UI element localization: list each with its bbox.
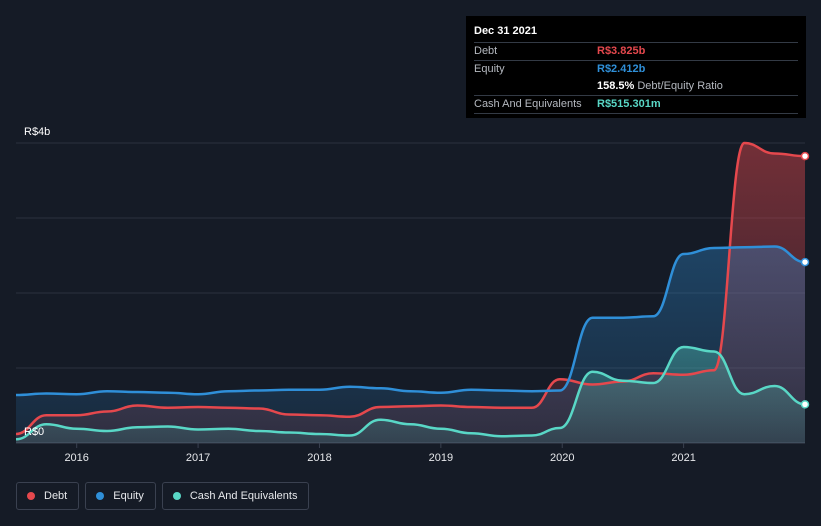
legend-debt-label: Debt [44,490,68,502]
legend-item-equity[interactable]: Equity [85,482,156,510]
legend-equity-label: Equity [113,490,144,502]
tooltip-row-equity: Equity R$2.412b [474,60,798,78]
tooltip-ratio-label: Debt/Equity Ratio [637,80,723,92]
legend-item-cash[interactable]: Cash And Equivalents [161,482,310,510]
cash-area [16,347,805,443]
cash-dot-icon [172,492,181,500]
tooltip-ratio-value: 158.5% [597,80,635,92]
tooltip-row-cash: Cash And Equivalents R$515.301m [474,95,798,114]
x-tick-label: 2017 [186,452,210,464]
series-lines [15,141,806,441]
tooltip-equity-value: R$2.412b [597,63,646,75]
debt-dot-icon [27,492,35,500]
tooltip-debt-value: R$3.825b [597,45,646,57]
tooltip-panel: Dec 31 2021 Debt R$3.825b Equity R$2.412… [466,16,806,118]
x-tick-label: 2021 [671,452,695,464]
tooltip-row-debt: Debt R$3.825b [474,42,798,60]
equity-dot-icon [96,492,105,500]
x-axis-ticks: 2016 2017 2018 2019 2020 2021 [64,443,696,464]
tooltip-cash-label: Cash And Equivalents [474,98,582,110]
tooltip-date: Dec 31 2021 [474,25,537,37]
x-tick-label: 2016 [64,452,88,464]
x-tick-label: 2019 [429,452,453,464]
debt-endpoint [800,151,810,161]
tooltip-equity-label: Equity [474,63,505,75]
equity-line [15,245,806,397]
cash-endpoint [800,400,810,409]
y-axis-label-top: R$4b [24,126,50,138]
series-endpoints [800,151,810,409]
equity-endpoint [800,257,810,267]
legend-item-debt[interactable]: Debt [16,482,80,510]
cash-line [15,345,806,441]
debt-line [15,141,806,436]
legend-cash-label: Cash And Equivalents [189,490,298,502]
y-axis-label-bottom: R$0 [24,426,44,438]
x-tick-label: 2020 [550,452,574,464]
tooltip-cash-value: R$515.301m [597,98,661,110]
tooltip-debt-label: Debt [474,45,498,57]
x-tick-label: 2018 [307,452,331,464]
legend: Debt Equity Cash And Equivalents [16,482,310,510]
tooltip-row-ratio: 158.5% Debt/Equity Ratio [474,78,798,95]
